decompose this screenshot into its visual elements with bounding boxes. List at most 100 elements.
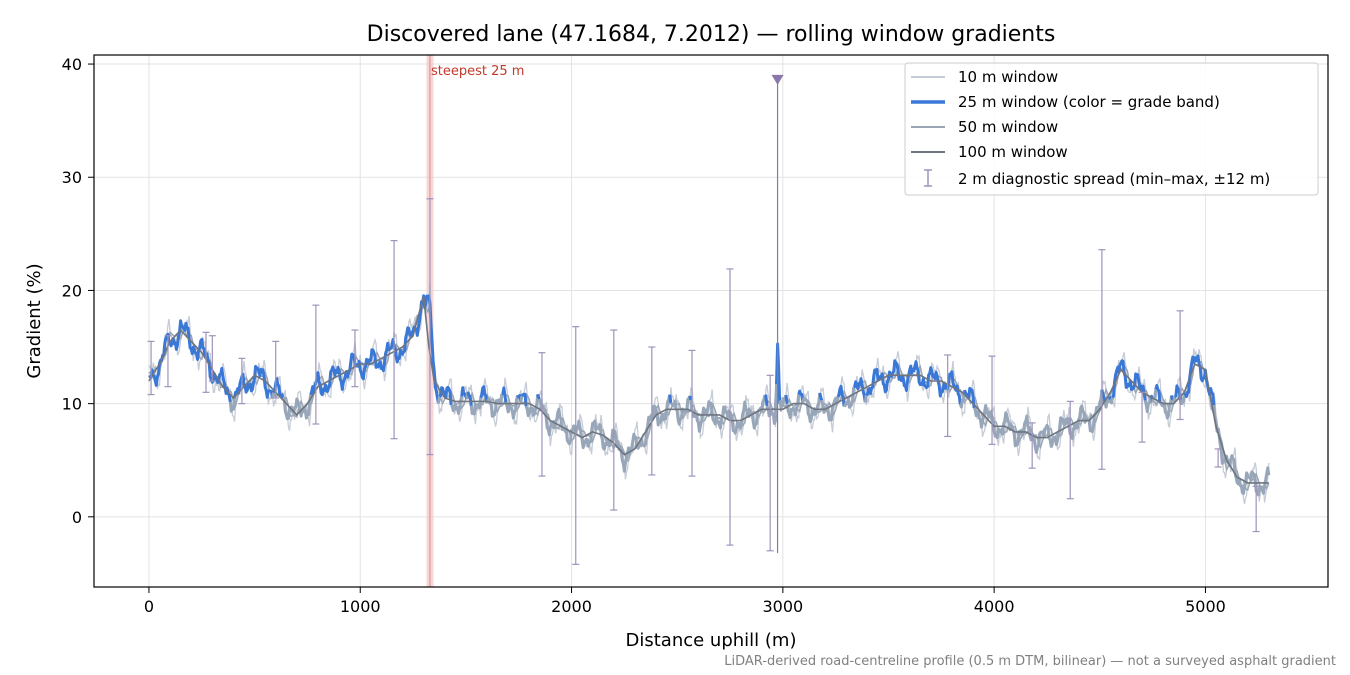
series-25m-segment	[670, 395, 692, 426]
footnote: LiDAR-derived road-centreline profile (0…	[724, 654, 1336, 669]
legend-label-50m: 50 m window	[958, 118, 1058, 136]
y-tick-label: 20	[62, 281, 82, 300]
series-25m-segment	[1179, 395, 1186, 406]
series-25m-segment	[784, 394, 789, 404]
spread-bar	[426, 198, 434, 456]
series-25m-segment	[479, 385, 489, 404]
series-25m-segment	[963, 386, 976, 409]
series-25m-segment	[863, 394, 868, 403]
spread-bar	[202, 331, 210, 393]
y-tick-label: 0	[72, 508, 82, 527]
marker-triangle	[771, 74, 784, 85]
spread-bar	[1252, 485, 1260, 533]
series-25m-segment	[504, 394, 520, 420]
spread-bar	[238, 357, 246, 405]
series-25m-segment	[1143, 397, 1152, 414]
series-25m-segment	[763, 393, 769, 407]
series-25m-segment	[1170, 395, 1175, 401]
spread-bar	[272, 340, 280, 399]
y-axis-ticks: 0 10 20 30 40	[62, 55, 94, 527]
spread-bar	[208, 335, 216, 382]
series-25m-segment	[436, 396, 441, 404]
x-tick-label: 1000	[340, 597, 381, 616]
y-tick-label: 10	[62, 395, 82, 414]
spread-bar	[538, 352, 546, 477]
series-25m-segment	[485, 393, 504, 418]
series-25m-segment	[785, 394, 801, 420]
series-25m-segment	[958, 389, 967, 409]
spread-bar	[1138, 391, 1146, 443]
spread-bar	[1098, 249, 1106, 470]
series-25m-segment	[765, 383, 778, 425]
spread-bar	[610, 329, 618, 511]
series-25m-segment	[865, 359, 962, 405]
series-25m-segment	[778, 394, 788, 408]
series-25m-segment	[1212, 405, 1271, 497]
series-25m-segment	[688, 395, 693, 401]
plot-frame	[93, 54, 1329, 588]
series-25m-segment	[852, 377, 867, 403]
spread-bar	[1214, 448, 1222, 468]
spread-bar	[648, 346, 656, 476]
spread-bar	[147, 340, 155, 396]
spread-bar	[988, 355, 996, 445]
steepest-label: steepest 25 m	[431, 64, 524, 79]
series-25m-segment	[538, 394, 672, 473]
spread-bar	[164, 335, 172, 388]
legend-swatch-spread	[924, 169, 932, 187]
spread-bar	[726, 268, 734, 546]
plot-area	[147, 74, 1271, 565]
spread-bar	[1066, 400, 1074, 500]
spread-bar	[351, 329, 359, 388]
legend-label-10m: 10 m window	[958, 68, 1058, 86]
spread-bar	[390, 240, 398, 440]
series-25m-segment	[450, 396, 464, 415]
spread-bar	[1028, 422, 1036, 469]
series-25m-segment	[520, 392, 528, 407]
x-axis-label: Distance uphill (m)	[626, 630, 797, 651]
series-25m-segment	[668, 394, 673, 404]
series-25m-segment	[1154, 384, 1162, 404]
x-axis-ticks: 0 1000 2000 3000 4000 5000	[144, 587, 1226, 616]
series-25m-segment	[228, 397, 236, 413]
series-25m-segment	[438, 385, 453, 406]
series-25m-segment	[689, 394, 767, 435]
chart-title: Discovered lane (47.1684, 7.2012) — roll…	[367, 22, 1056, 47]
legend-label-spread: 2 m diagnostic spread (min–max, ±12 m)	[958, 170, 1270, 188]
series-25m-segment	[1103, 396, 1111, 409]
x-tick-label: 3000	[762, 597, 803, 616]
legend-label-25m: 25 m window (color = grade band)	[958, 93, 1220, 111]
series-25m-segment	[972, 389, 1104, 454]
series-25m-segment	[818, 392, 824, 401]
x-tick-label: 0	[144, 597, 154, 616]
y-tick-label: 30	[62, 168, 82, 187]
spread-bar	[572, 326, 580, 565]
spread-bar	[944, 354, 952, 438]
series-25m-segment	[1111, 359, 1147, 401]
legend: 10 m window 25 m window (color = grade b…	[904, 62, 1319, 196]
series-25m-segment	[1107, 395, 1112, 400]
y-axis-label: Gradient (%)	[24, 263, 45, 378]
spread-bar	[1176, 310, 1184, 421]
legend-box	[904, 62, 1319, 196]
series-25m-segment	[1171, 396, 1177, 403]
series-25m-segment	[1153, 389, 1158, 399]
spread-bar	[766, 374, 774, 552]
x-tick-label: 5000	[1185, 597, 1226, 616]
legend-label-100m: 100 m window	[958, 143, 1068, 161]
y-tick-label: 40	[62, 55, 82, 74]
series-25m-segment	[536, 393, 541, 401]
series-25m-segment	[233, 364, 274, 399]
series-25m-segment	[309, 294, 440, 404]
spread-bar	[312, 304, 320, 425]
series-25m-segment	[843, 387, 856, 409]
series-25m-segment	[1108, 397, 1114, 405]
series-25m-segment	[282, 394, 313, 421]
series-25m-segment	[469, 397, 483, 416]
x-tick-label: 4000	[974, 597, 1015, 616]
x-tick-label: 2000	[551, 597, 592, 616]
series-25m-segment	[501, 386, 508, 403]
spread-bar	[688, 349, 696, 477]
series-25m-segment	[519, 395, 524, 403]
